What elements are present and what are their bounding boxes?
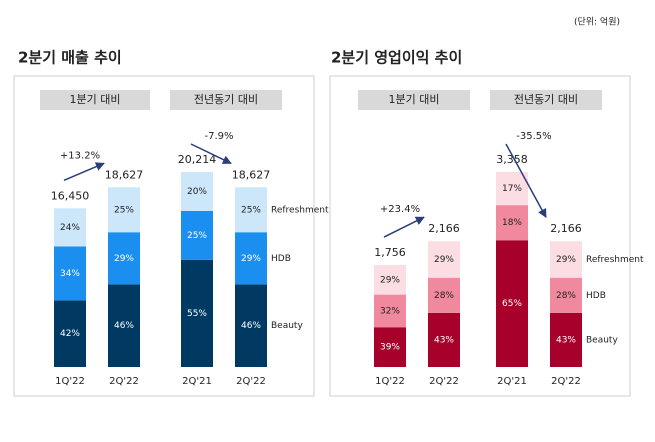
segment-label: 28%: [556, 291, 576, 301]
legend-label: Beauty: [586, 335, 618, 345]
bar-segment: [235, 284, 267, 367]
x-tick-label: 1Q'22: [375, 376, 405, 387]
total-label: 20,214: [178, 153, 217, 166]
bar-segment: [108, 232, 140, 285]
x-tick-label: 2Q'22: [551, 376, 581, 387]
bar-segment: [181, 172, 213, 211]
segment-label: 46%: [241, 321, 261, 331]
segment-label: 29%: [241, 254, 261, 264]
change-arrow: [383, 216, 425, 238]
group-header: 전년동기 대비: [514, 93, 578, 106]
segment-label: 39%: [380, 343, 400, 353]
change-label: -7.9%: [204, 131, 233, 142]
bar-segment: [108, 284, 140, 367]
x-tick-label: 2Q'21: [497, 376, 527, 387]
segment-label: 42%: [60, 329, 80, 339]
bar-segment: [54, 300, 86, 367]
chart-title: 2분기 영업이익 추이: [331, 49, 462, 67]
x-tick-label: 2Q'22: [109, 376, 139, 387]
group-header: 1분기 대비: [70, 93, 121, 106]
segment-label: 25%: [114, 205, 134, 215]
segment-label: 17%: [502, 184, 522, 194]
panel-frame: [329, 75, 631, 397]
bar-segment: [550, 312, 582, 367]
bar-segment: [235, 232, 267, 285]
segment-label: 20%: [187, 187, 207, 197]
bar-segment: [550, 241, 582, 278]
bar-segment: [428, 241, 460, 278]
segment-label: 28%: [434, 291, 454, 301]
segment-label: 43%: [434, 335, 454, 345]
total-label: 3,358: [496, 153, 528, 166]
panel-frame: [13, 75, 315, 397]
segment-label: 65%: [502, 299, 522, 309]
total-label: 18,627: [232, 168, 271, 181]
segment-label: 46%: [114, 321, 134, 331]
unit-label: (단위: 억원): [574, 16, 620, 28]
segment-label: 43%: [556, 335, 576, 345]
total-label: 2,166: [428, 222, 460, 235]
chart-title: 2분기 매출 추이: [18, 49, 122, 67]
change-label: -35.5%: [516, 131, 551, 142]
bar-segment: [374, 265, 406, 295]
segment-label: 25%: [241, 205, 261, 215]
x-tick-label: 1Q'22: [55, 376, 85, 387]
bar-segment: [550, 277, 582, 313]
total-label: 18,627: [105, 168, 144, 181]
change-label: +23.4%: [380, 204, 420, 215]
bar-segment: [54, 246, 86, 301]
change-label: +13.2%: [60, 150, 100, 161]
group-header-box: [170, 90, 282, 110]
group-header-box: [490, 90, 602, 110]
total-label: 16,450: [51, 189, 90, 202]
group-header: 1분기 대비: [389, 93, 440, 106]
change-arrow: [190, 143, 232, 164]
bar-segment: [496, 172, 528, 206]
segment-label: 29%: [380, 275, 400, 285]
legend-label: Refreshment: [271, 205, 329, 215]
bar-segment: [374, 327, 406, 367]
bar-segment: [496, 205, 528, 241]
bar-segment: [428, 312, 460, 367]
segment-label: 29%: [556, 255, 576, 265]
segment-label: 55%: [187, 309, 207, 319]
legend-label: HDB: [271, 254, 291, 264]
group-header-box: [40, 90, 150, 110]
x-tick-label: 2Q'22: [236, 376, 266, 387]
legend-label: HDB: [586, 291, 606, 301]
bar-segment: [374, 294, 406, 328]
segment-label: 29%: [434, 255, 454, 265]
total-label: 2,166: [550, 222, 582, 235]
change-arrow: [63, 162, 105, 182]
x-tick-label: 2Q'21: [182, 376, 212, 387]
segment-label: 34%: [60, 269, 80, 279]
change-arrow: [505, 143, 547, 219]
segment-label: 18%: [502, 218, 522, 228]
segment-label: 29%: [114, 254, 134, 264]
bar-segment: [54, 208, 86, 247]
bar-segment: [181, 259, 213, 367]
bar-segment: [235, 187, 267, 233]
bar-segment: [108, 187, 140, 233]
total-label: 1,756: [374, 246, 406, 259]
group-header-box: [358, 90, 470, 110]
segment-label: 24%: [60, 223, 80, 233]
x-tick-label: 2Q'22: [429, 376, 459, 387]
bar-segment: [181, 211, 213, 260]
legend-label: Beauty: [271, 321, 303, 331]
bar-segment: [496, 240, 528, 367]
legend-label: Refreshment: [586, 255, 644, 265]
bar-segment: [428, 277, 460, 313]
segment-label: 32%: [380, 306, 400, 316]
segment-label: 25%: [187, 231, 207, 241]
group-header: 전년동기 대비: [194, 93, 258, 106]
